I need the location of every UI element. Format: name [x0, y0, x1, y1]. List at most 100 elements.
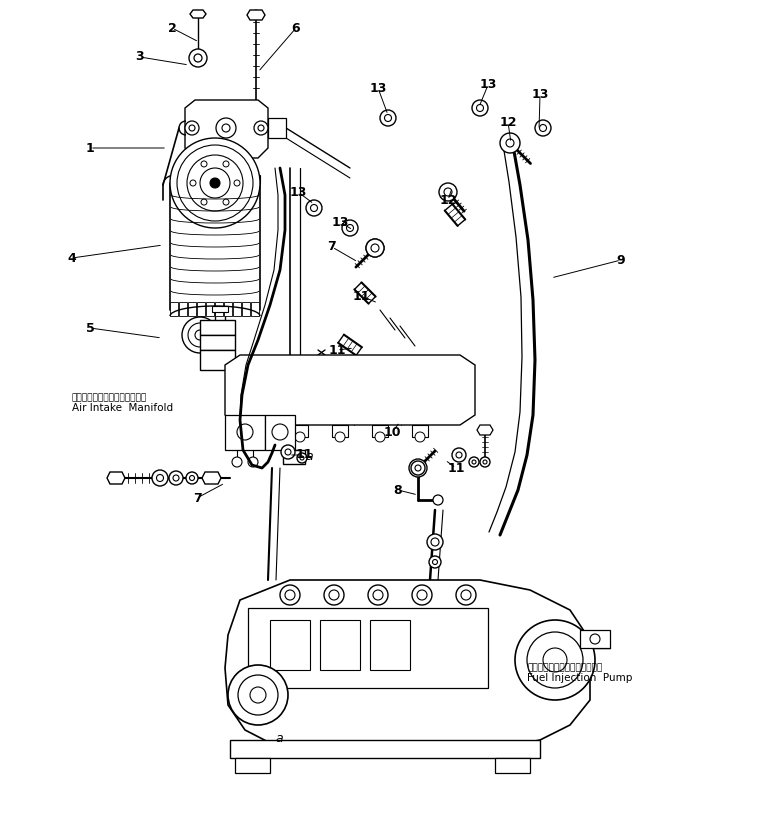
Polygon shape	[202, 472, 221, 484]
Text: 10: 10	[383, 425, 401, 438]
Bar	[242, 302, 250, 316]
Circle shape	[238, 675, 278, 715]
Bar	[292, 425, 308, 437]
Bar	[235, 758, 270, 773]
Text: 8: 8	[394, 483, 402, 497]
Text: 3: 3	[136, 51, 144, 63]
Circle shape	[461, 590, 471, 600]
Circle shape	[472, 460, 476, 464]
Text: 11: 11	[328, 344, 346, 356]
Circle shape	[272, 424, 288, 440]
Bar	[252, 425, 268, 437]
Circle shape	[250, 687, 266, 703]
Bar	[320, 620, 360, 670]
Circle shape	[190, 476, 194, 481]
Text: 12: 12	[439, 194, 457, 206]
Text: フェルインジェクションポンプ: フェルインジェクションポンプ	[527, 663, 602, 672]
Circle shape	[216, 118, 236, 138]
Circle shape	[152, 470, 168, 486]
Circle shape	[254, 121, 268, 135]
Text: 4: 4	[68, 251, 77, 265]
Circle shape	[535, 120, 551, 136]
Circle shape	[380, 110, 396, 126]
Circle shape	[483, 460, 487, 464]
Circle shape	[228, 665, 288, 725]
Circle shape	[335, 432, 345, 442]
Circle shape	[232, 457, 242, 467]
Circle shape	[373, 590, 383, 600]
Circle shape	[590, 634, 600, 644]
Circle shape	[427, 534, 443, 550]
Bar	[251, 302, 259, 316]
Circle shape	[281, 445, 295, 459]
Text: エアーインテークマニホールド: エアーインテークマニホールド	[72, 393, 148, 402]
Circle shape	[384, 115, 391, 121]
Circle shape	[500, 133, 520, 153]
Circle shape	[433, 495, 443, 505]
Polygon shape	[225, 580, 590, 748]
Circle shape	[452, 448, 466, 462]
Circle shape	[366, 239, 384, 257]
Circle shape	[342, 220, 358, 236]
Circle shape	[324, 585, 344, 605]
Circle shape	[417, 590, 427, 600]
Polygon shape	[190, 10, 206, 18]
Text: 12: 12	[499, 116, 517, 128]
Circle shape	[366, 239, 384, 257]
Circle shape	[433, 559, 437, 564]
Text: 6: 6	[291, 22, 301, 34]
Bar	[283, 450, 305, 464]
Bar	[197, 302, 205, 316]
Circle shape	[237, 424, 253, 440]
Circle shape	[439, 183, 457, 201]
Circle shape	[185, 121, 199, 135]
Circle shape	[347, 225, 354, 231]
Circle shape	[501, 134, 519, 152]
Bar	[215, 302, 223, 316]
Bar	[265, 415, 295, 450]
Circle shape	[456, 585, 476, 605]
Circle shape	[368, 585, 388, 605]
Polygon shape	[477, 425, 493, 435]
Bar	[200, 320, 235, 335]
Text: Fuel Injection  Pump: Fuel Injection Pump	[527, 673, 633, 683]
Circle shape	[210, 178, 220, 188]
Circle shape	[469, 457, 479, 467]
Bar	[170, 302, 178, 316]
Text: 11: 11	[295, 448, 312, 462]
Bar	[224, 302, 232, 316]
Circle shape	[285, 449, 291, 455]
Text: 9: 9	[617, 254, 626, 266]
Text: a: a	[305, 450, 312, 463]
Circle shape	[300, 456, 304, 460]
Circle shape	[415, 432, 425, 442]
Text: 13: 13	[531, 88, 549, 102]
Bar	[212, 306, 228, 312]
Circle shape	[248, 457, 258, 467]
Circle shape	[480, 457, 490, 467]
Circle shape	[255, 432, 265, 442]
Circle shape	[515, 620, 595, 700]
Bar	[248, 608, 488, 688]
Circle shape	[182, 317, 218, 353]
Circle shape	[311, 205, 318, 211]
Polygon shape	[185, 100, 268, 158]
Polygon shape	[107, 472, 125, 484]
Circle shape	[527, 632, 583, 688]
Bar	[332, 425, 348, 437]
Circle shape	[415, 465, 421, 471]
Text: 13: 13	[369, 82, 387, 95]
Circle shape	[540, 125, 547, 131]
Circle shape	[280, 585, 300, 605]
Circle shape	[476, 105, 483, 111]
Text: 7: 7	[327, 240, 337, 254]
Polygon shape	[225, 355, 475, 425]
Circle shape	[329, 590, 339, 600]
Circle shape	[412, 585, 432, 605]
Circle shape	[409, 459, 427, 477]
Text: 1: 1	[86, 141, 95, 155]
Circle shape	[506, 139, 514, 147]
Bar	[580, 630, 610, 648]
Bar	[370, 620, 410, 670]
Circle shape	[375, 432, 385, 442]
